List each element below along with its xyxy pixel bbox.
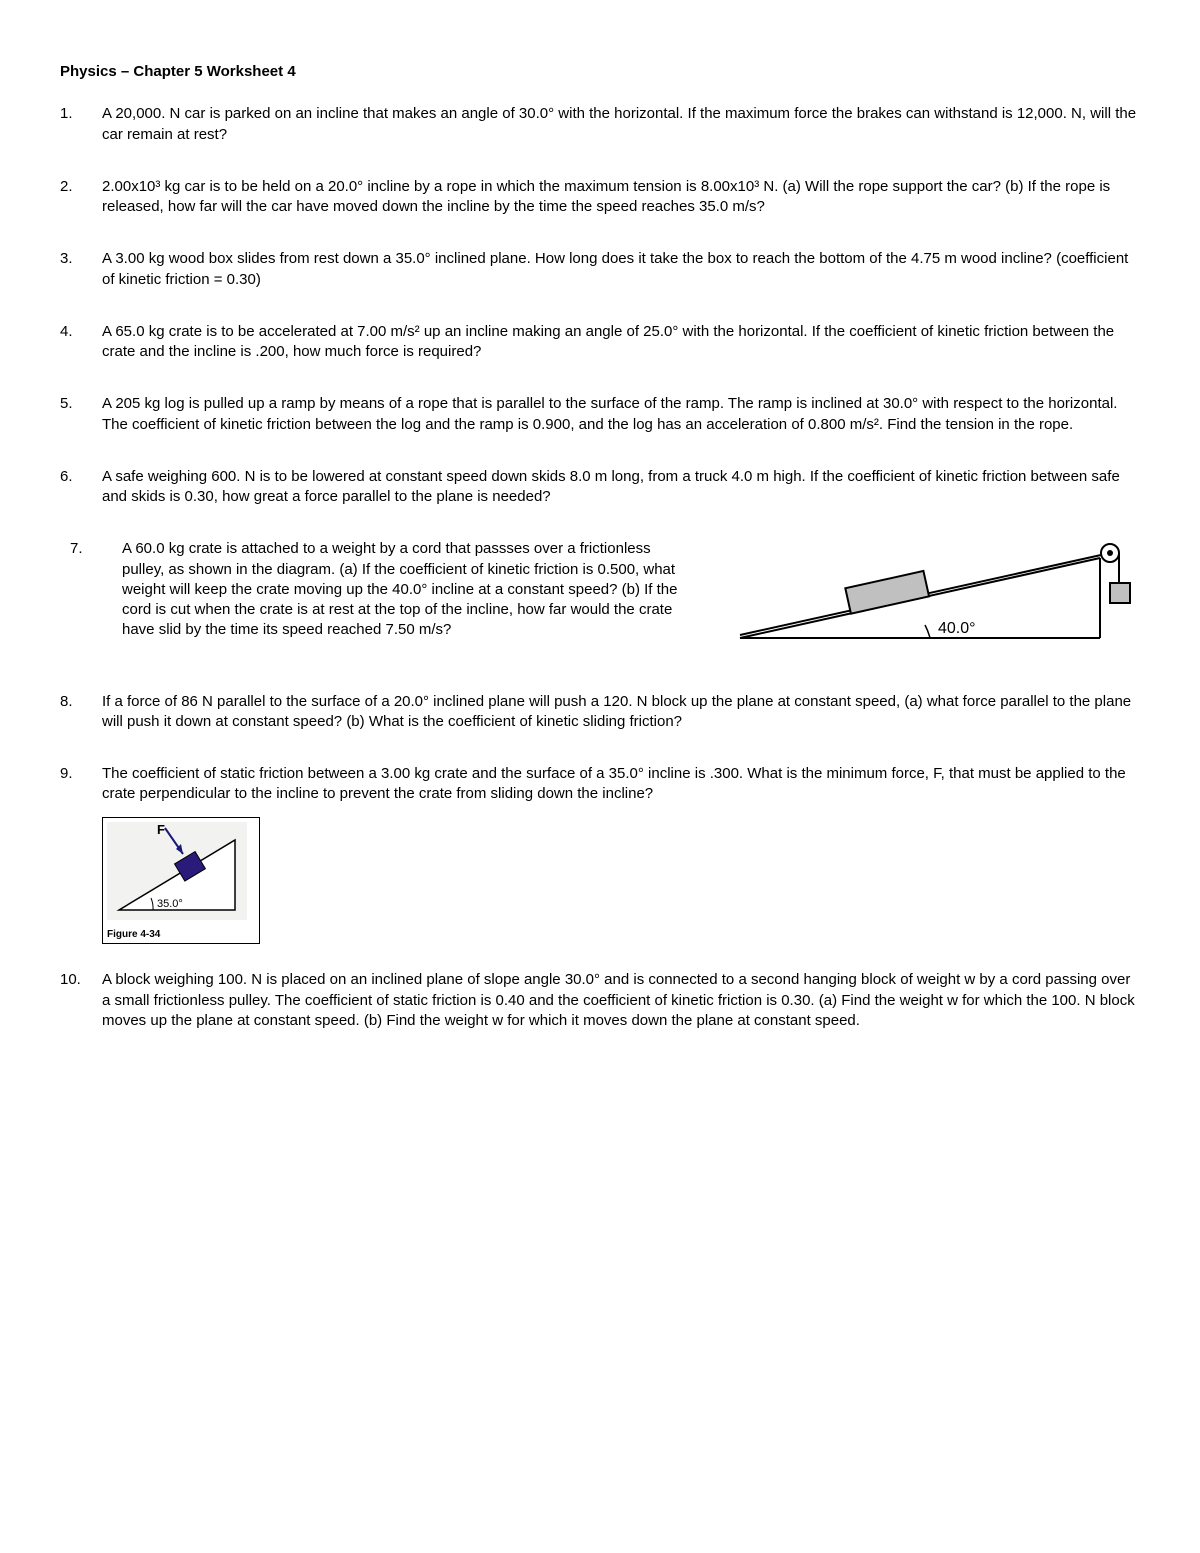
question-2: 2. 2.00x10³ kg car is to be held on a 20… — [60, 177, 1140, 218]
figure-caption: Figure 4-34 — [107, 928, 255, 942]
angle-label: 40.0° — [938, 620, 976, 637]
question-7: 7. A 60.0 kg crate is attached to a weig… — [60, 539, 1140, 659]
question-text: A 20,000. N car is parked on an incline … — [102, 104, 1140, 145]
question-6: 6. A safe weighing 600. N is to be lower… — [60, 467, 1140, 508]
question-text: A block weighing 100. N is placed on an … — [102, 970, 1140, 1031]
question-1: 1. A 20,000. N car is parked on an incli… — [60, 104, 1140, 145]
figure-incline-pulley: 40.0° — [730, 543, 1140, 659]
question-text: A 65.0 kg crate is to be accelerated at … — [102, 322, 1140, 363]
worksheet-title: Physics – Chapter 5 Worksheet 4 — [60, 62, 1140, 82]
question-number: 8. — [60, 692, 102, 733]
question-text: A 205 kg log is pulled up a ramp by mean… — [102, 394, 1140, 435]
force-label: F — [157, 822, 165, 837]
question-10: 10. A block weighing 100. N is placed on… — [60, 970, 1140, 1031]
question-number: 4. — [60, 322, 102, 363]
question-number: 9. — [60, 764, 102, 805]
question-number: 2. — [60, 177, 102, 218]
question-number: 3. — [60, 249, 102, 290]
question-5: 5. A 205 kg log is pulled up a ramp by m… — [60, 394, 1140, 435]
question-number: 1. — [60, 104, 102, 145]
question-text: A 60.0 kg crate is attached to a weight … — [122, 539, 682, 640]
question-3: 3. A 3.00 kg wood box slides from rest d… — [60, 249, 1140, 290]
question-8: 8. If a force of 86 N parallel to the su… — [60, 692, 1140, 733]
question-number: 5. — [60, 394, 102, 435]
question-text: 2.00x10³ kg car is to be held on a 20.0°… — [102, 177, 1140, 218]
figure-4-34: F 35.0° Figure 4-34 — [102, 817, 260, 945]
question-number: 10. — [60, 970, 102, 1031]
question-text: A safe weighing 600. N is to be lowered … — [102, 467, 1140, 508]
question-4: 4. A 65.0 kg crate is to be accelerated … — [60, 322, 1140, 363]
question-9: 9. The coefficient of static friction be… — [60, 764, 1140, 805]
question-number: 6. — [60, 467, 102, 508]
angle-label: 35.0° — [157, 898, 183, 910]
question-text: A 3.00 kg wood box slides from rest down… — [102, 249, 1140, 290]
question-text: If a force of 86 N parallel to the surfa… — [102, 692, 1140, 733]
question-text: The coefficient of static friction betwe… — [102, 764, 1140, 805]
question-number: 7. — [60, 539, 122, 640]
